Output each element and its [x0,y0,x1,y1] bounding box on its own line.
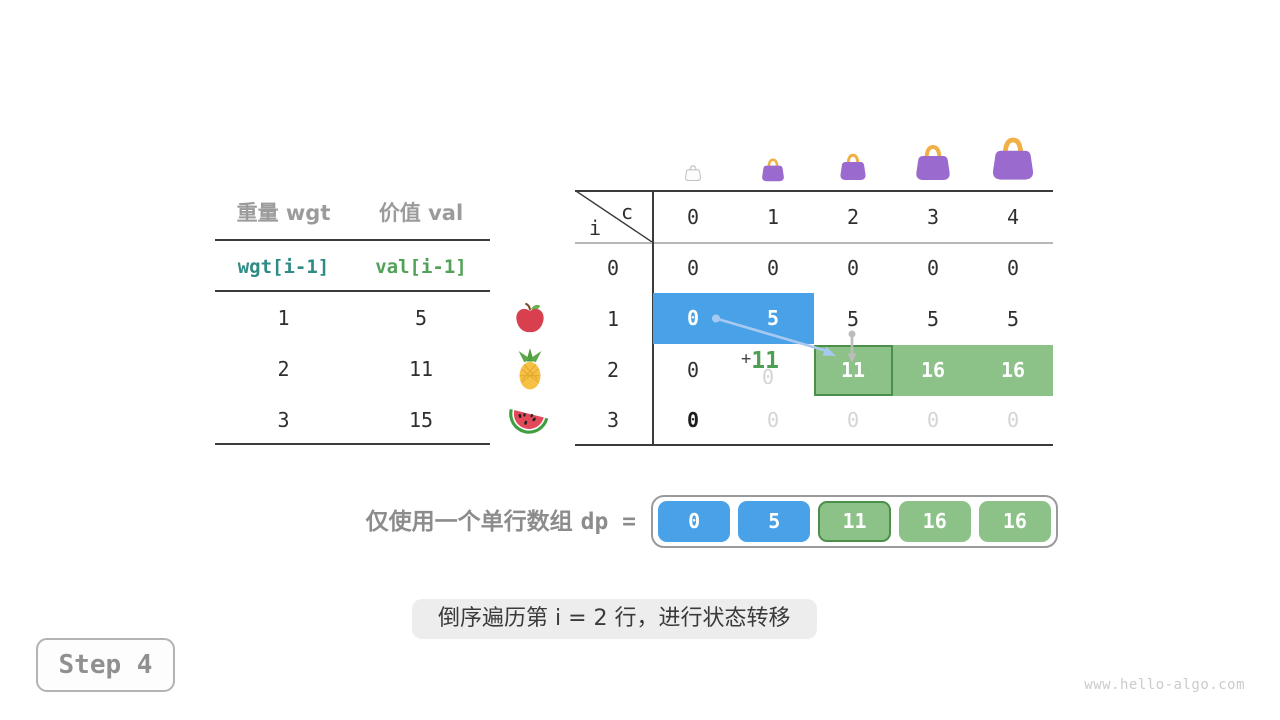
dp-cell-3-3: 0 [926,408,940,432]
item-val-3: 15 [408,408,434,432]
item-table-divider-mid [215,290,490,292]
dp-array-label: 仅使用一个单行数组 dp = [290,506,636,538]
bag-medium-icon [840,153,866,180]
dp-array-cell-2: 11 [818,501,891,542]
caption-pill: 倒序遍历第 i = 2 行，进行状态转移 [412,599,817,639]
dp-cell-2-0: 0 [686,358,700,382]
dp-cell-1-4: 5 [1006,307,1020,331]
col-header-4: 4 [1006,205,1020,229]
dp-array-cell-3: 16 [898,501,971,542]
col-header-1: 1 [766,205,780,229]
corner-diagonal-line [576,191,652,242]
col-header-0: 0 [686,205,700,229]
corner-row-var: i [588,216,602,240]
col-header-2: 2 [846,205,860,229]
item-table-divider-bottom [215,443,490,445]
dp-cell-0-3: 0 [926,256,940,280]
dp-cell-2-4: 16 [1000,358,1026,382]
bag-small-icon [762,158,784,182]
item-table-header-wgt: 重量 wgt [236,201,331,225]
dp-cell-2-1: 0 [761,365,775,389]
dp-cell-1-3: 5 [926,307,940,331]
bag-large-icon [916,144,950,180]
watermelon-icon [509,409,549,434]
dp-cell-0-0: 0 [686,256,700,280]
highlight-green-row2 [893,345,1053,396]
dp-table-border-top [575,190,1053,192]
dp-array-cell-0: 0 [658,501,731,542]
col-header-3: 3 [926,205,940,229]
dp-cell-1-1: 5 [766,306,780,330]
transition-operator: + [741,349,752,369]
dp-table-border-bottom [575,444,1053,446]
pineapple-icon [518,348,542,390]
dp-cell-2-2: 11 [840,358,866,382]
apple-icon [516,302,544,333]
dp-array-container: 0 5 11 16 16 [651,495,1058,548]
dp-cell-3-0: 0 [686,408,700,432]
item-wgt-1: 1 [277,306,290,330]
item-wgt-2: 2 [277,357,290,381]
dp-cell-2-3: 16 [920,358,946,382]
watermark: www.hello-algo.com [1084,677,1245,693]
item-val-1: 5 [414,306,428,330]
dp-array-label-text: 仅使用一个单行数组 [365,509,573,535]
dp-array-label-code: dp = [580,509,636,535]
dp-cell-0-1: 0 [766,256,780,280]
step-badge: Step 4 [36,638,175,692]
item-table-divider-top [215,239,490,241]
dp-cell-1-2: 5 [846,307,860,331]
transition-annotation: +11 [741,348,779,374]
row-header-1: 1 [606,307,620,331]
item-table-code-wgt: wgt[i-1] [237,256,330,278]
item-wgt-3: 3 [277,408,290,432]
transition-value: 11 [751,348,779,374]
corner-col-var: c [620,200,634,224]
dp-cell-3-2: 0 [846,408,860,432]
dp-cell-0-4: 0 [1006,256,1020,280]
dp-cell-0-2: 0 [846,256,860,280]
item-table-code-val: val[i-1] [375,256,467,278]
dp-cell-3-1: 0 [766,408,780,432]
dp-cell-1-0: 0 [686,306,700,330]
dp-cell-3-4: 0 [1006,408,1020,432]
row-header-2: 2 [606,358,620,382]
dp-table-header-divider [575,242,1053,244]
row-header-3: 3 [606,408,620,432]
row-header-0: 0 [606,256,620,280]
dp-array-cell-4: 16 [978,501,1051,542]
dp-array-cell-1: 5 [738,501,811,542]
bag-xlarge-icon [992,137,1034,180]
item-table-header-val: 价值 val [378,201,464,225]
bag-outline-icon [684,165,702,181]
item-val-2: 11 [408,357,434,381]
